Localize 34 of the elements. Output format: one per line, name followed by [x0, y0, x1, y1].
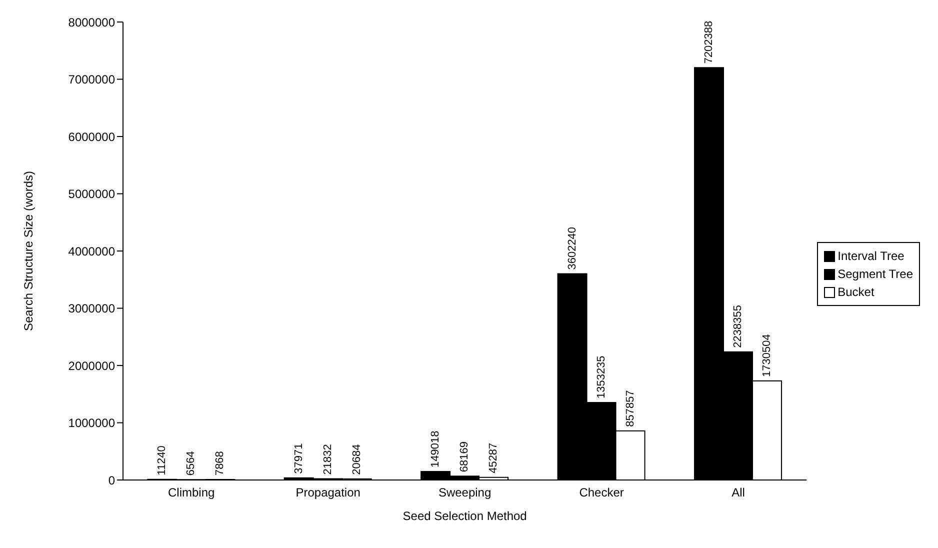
y-tick-label: 6000000	[68, 130, 116, 144]
y-tick-label: 0	[108, 473, 116, 488]
y-tick-label: 7000000	[68, 72, 116, 87]
data-label: 37971	[292, 443, 305, 474]
data-label: 1353235	[595, 356, 608, 399]
data-label: 3602240	[566, 226, 578, 270]
x-tick-label: Sweeping	[438, 486, 492, 500]
data-label: 11240	[156, 446, 168, 476]
legend-label: Interval Tree	[838, 248, 904, 265]
x-tick-label: Climbing	[168, 486, 215, 500]
data-label: 149018	[430, 430, 442, 468]
x-tick-label: Checker	[579, 486, 624, 500]
y-tick-label: 5000000	[68, 187, 116, 202]
data-label: 1730504	[761, 334, 774, 377]
x-tick-label: Propagation	[296, 486, 360, 500]
legend-label: Segment Tree	[838, 266, 913, 283]
data-label: 45287	[488, 442, 500, 474]
data-label: 6564	[185, 451, 198, 476]
y-tick-label: 1000000	[68, 416, 116, 430]
data-label: 21832	[322, 444, 334, 475]
legend-label: Bucket	[838, 284, 874, 301]
y-tick-label: 8000000	[68, 15, 116, 30]
data-label: 20684	[350, 444, 363, 475]
x-tick-label: All	[732, 486, 745, 500]
y-axis-title: Search Structure Size (words)	[21, 170, 36, 332]
data-label: 2238355	[732, 305, 744, 348]
data-label: 68169	[458, 442, 471, 472]
data-label: 7868	[214, 451, 226, 476]
data-label: 7202388	[703, 20, 716, 64]
y-tick-label: 3000000	[68, 302, 116, 316]
x-axis-title: Seed Selection Method	[402, 509, 527, 523]
y-tick-label: 2000000	[68, 358, 116, 373]
data-label: 857857	[624, 390, 636, 427]
y-tick-label: 4000000	[68, 244, 116, 258]
